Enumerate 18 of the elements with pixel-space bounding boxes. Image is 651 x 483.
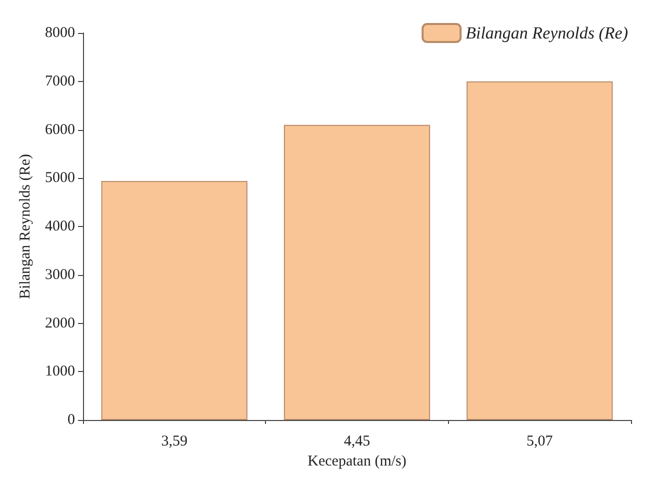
x-axis-title: Kecepatan (m/s) xyxy=(308,453,406,470)
y-tick-label: 6000 xyxy=(45,122,75,138)
x-tick-label: 3,59 xyxy=(161,434,188,450)
y-tick-label: 1000 xyxy=(45,364,75,380)
y-tick-label: 3000 xyxy=(45,266,75,283)
y-tick-label: 0 xyxy=(68,412,75,428)
y-tick-label: 5000 xyxy=(45,170,75,186)
bar xyxy=(101,181,248,420)
y-tick-label: 7000 xyxy=(45,73,75,90)
y-tick-label: 2000 xyxy=(45,315,75,332)
y-tick-label: 4000 xyxy=(45,218,75,234)
y-tick-label: 8000 xyxy=(45,25,75,41)
x-tick-label: 5,07 xyxy=(526,434,554,450)
bar xyxy=(466,81,613,420)
y-axis-title: Bilangan Reynolds (Re) xyxy=(18,154,34,299)
legend-label: Bilangan Reynolds (Re) xyxy=(466,24,628,42)
x-tick-label: 4,45 xyxy=(344,434,370,450)
bar xyxy=(284,124,430,420)
